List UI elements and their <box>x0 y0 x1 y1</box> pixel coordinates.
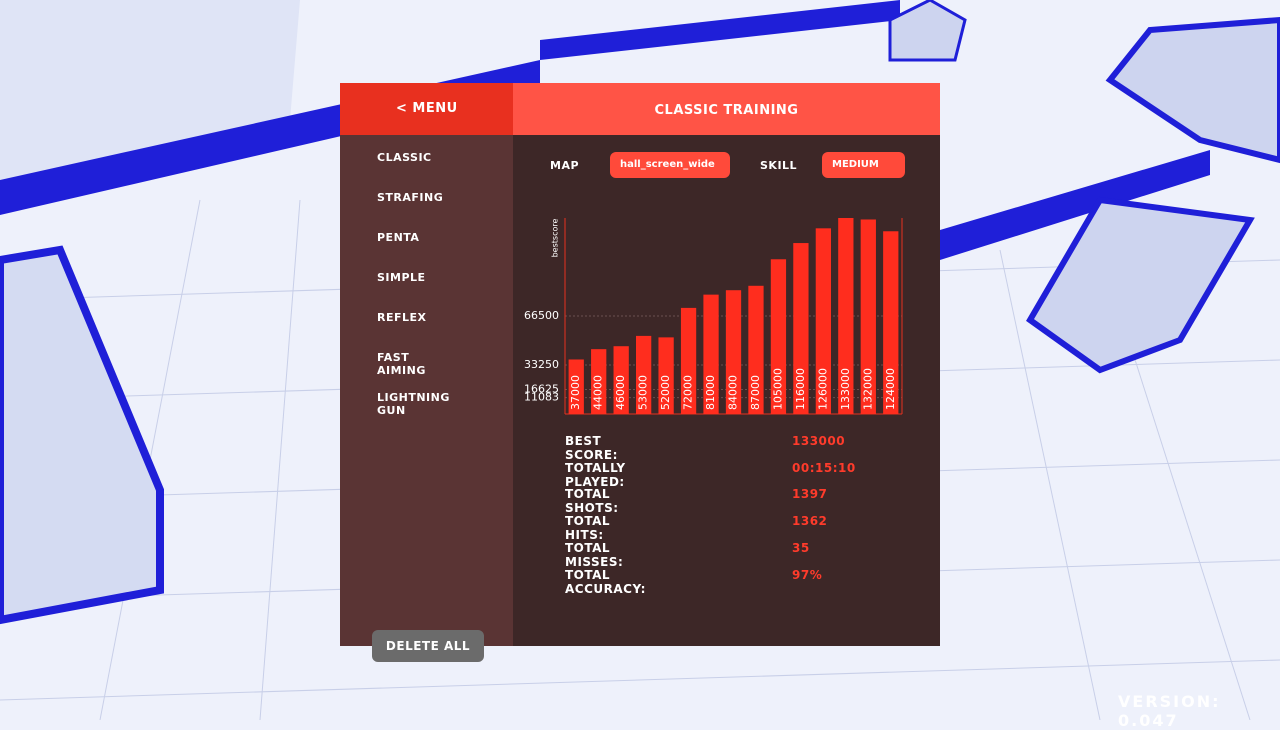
title: CLASSIC TRAINING <box>654 103 799 118</box>
skill-dropdown[interactable]: MEDIUM <box>822 152 905 178</box>
bar-label: 37000 <box>569 375 582 410</box>
mode-item[interactable]: CLASSIC <box>377 151 432 164</box>
y-tick-label: 33250 <box>524 358 559 371</box>
mode-item[interactable]: FAST AIMING <box>377 351 426 377</box>
bar-label: 124000 <box>884 368 897 410</box>
bar <box>680 307 697 414</box>
bar <box>568 359 584 414</box>
delete-button[interactable]: DELETE ALL <box>372 630 484 662</box>
bar-label: 133000 <box>839 368 852 410</box>
stat-value: 00:15:10 <box>792 460 856 475</box>
bar-label: 46000 <box>614 375 627 410</box>
bar-label: 44000 <box>592 375 605 410</box>
bar-label: 116000 <box>794 368 807 410</box>
bar-label: 53000 <box>637 375 650 410</box>
version: VERSION: 0.047 <box>1118 692 1221 730</box>
y-tick-label: 16625 <box>524 383 559 396</box>
bar <box>748 285 764 414</box>
mode-item[interactable]: STRAFING <box>377 191 444 204</box>
mode-item[interactable]: PENTA <box>377 231 420 244</box>
header: CLASSIC TRAINING <box>513 83 940 135</box>
bar <box>883 231 899 414</box>
menu-label: < MENU <box>396 101 458 116</box>
mode-item[interactable]: REFLEX <box>377 311 427 324</box>
bar-label: 81000 <box>704 375 717 410</box>
bar <box>838 218 854 414</box>
stat-value: 97% <box>792 567 823 582</box>
bar <box>591 349 607 414</box>
bar <box>793 243 809 414</box>
mode-item[interactable]: SIMPLE <box>377 271 426 284</box>
bar <box>770 259 787 414</box>
map-label: MAP <box>550 159 580 172</box>
stat-label: TOTAL MISSES: <box>565 540 624 569</box>
skill-label: SKILL <box>760 159 798 172</box>
bar <box>658 337 674 414</box>
y-tick-label: 66500 <box>524 309 559 322</box>
bar-label: 126000 <box>816 368 829 410</box>
bar-label: 105000 <box>771 368 784 410</box>
stat-value: 1362 <box>792 514 828 529</box>
stat-value: 133000 <box>792 434 846 448</box>
stats-panel: < MENU CLASSIC TRAINING CLASSIC STRAFING P… <box>340 83 940 662</box>
stat-label: BEST SCORE: <box>565 434 618 462</box>
bar-label: 132000 <box>861 368 874 410</box>
y-tick-label: 11083 <box>524 391 559 404</box>
bar <box>635 335 652 414</box>
stat-label: TOTAL ACCURACY: <box>565 567 646 596</box>
stat-label: TOTALLY PLAYED: <box>565 460 626 489</box>
bar-label: 87000 <box>749 375 762 410</box>
stat-value: 35 <box>792 540 810 555</box>
bar <box>815 228 832 414</box>
bar <box>703 294 719 414</box>
stat-value: 1397 <box>792 487 828 502</box>
bar-label: 72000 <box>682 375 695 410</box>
bar <box>613 346 629 414</box>
sidebar <box>340 83 513 646</box>
y-axis-label: bestscore <box>551 219 560 258</box>
map-dropdown[interactable]: hall_screen_wide <box>610 152 730 178</box>
stat-label: TOTAL SHOTS: <box>565 487 619 516</box>
bar <box>860 219 876 414</box>
bar <box>725 290 742 414</box>
mode-item[interactable]: LIGHTNING GUN <box>377 391 450 417</box>
bar-label: 52000 <box>659 375 672 410</box>
menu-button[interactable]: < MENU <box>340 83 513 135</box>
bar-label: 84000 <box>727 375 740 410</box>
stat-label: TOTAL HITS: <box>565 514 611 543</box>
